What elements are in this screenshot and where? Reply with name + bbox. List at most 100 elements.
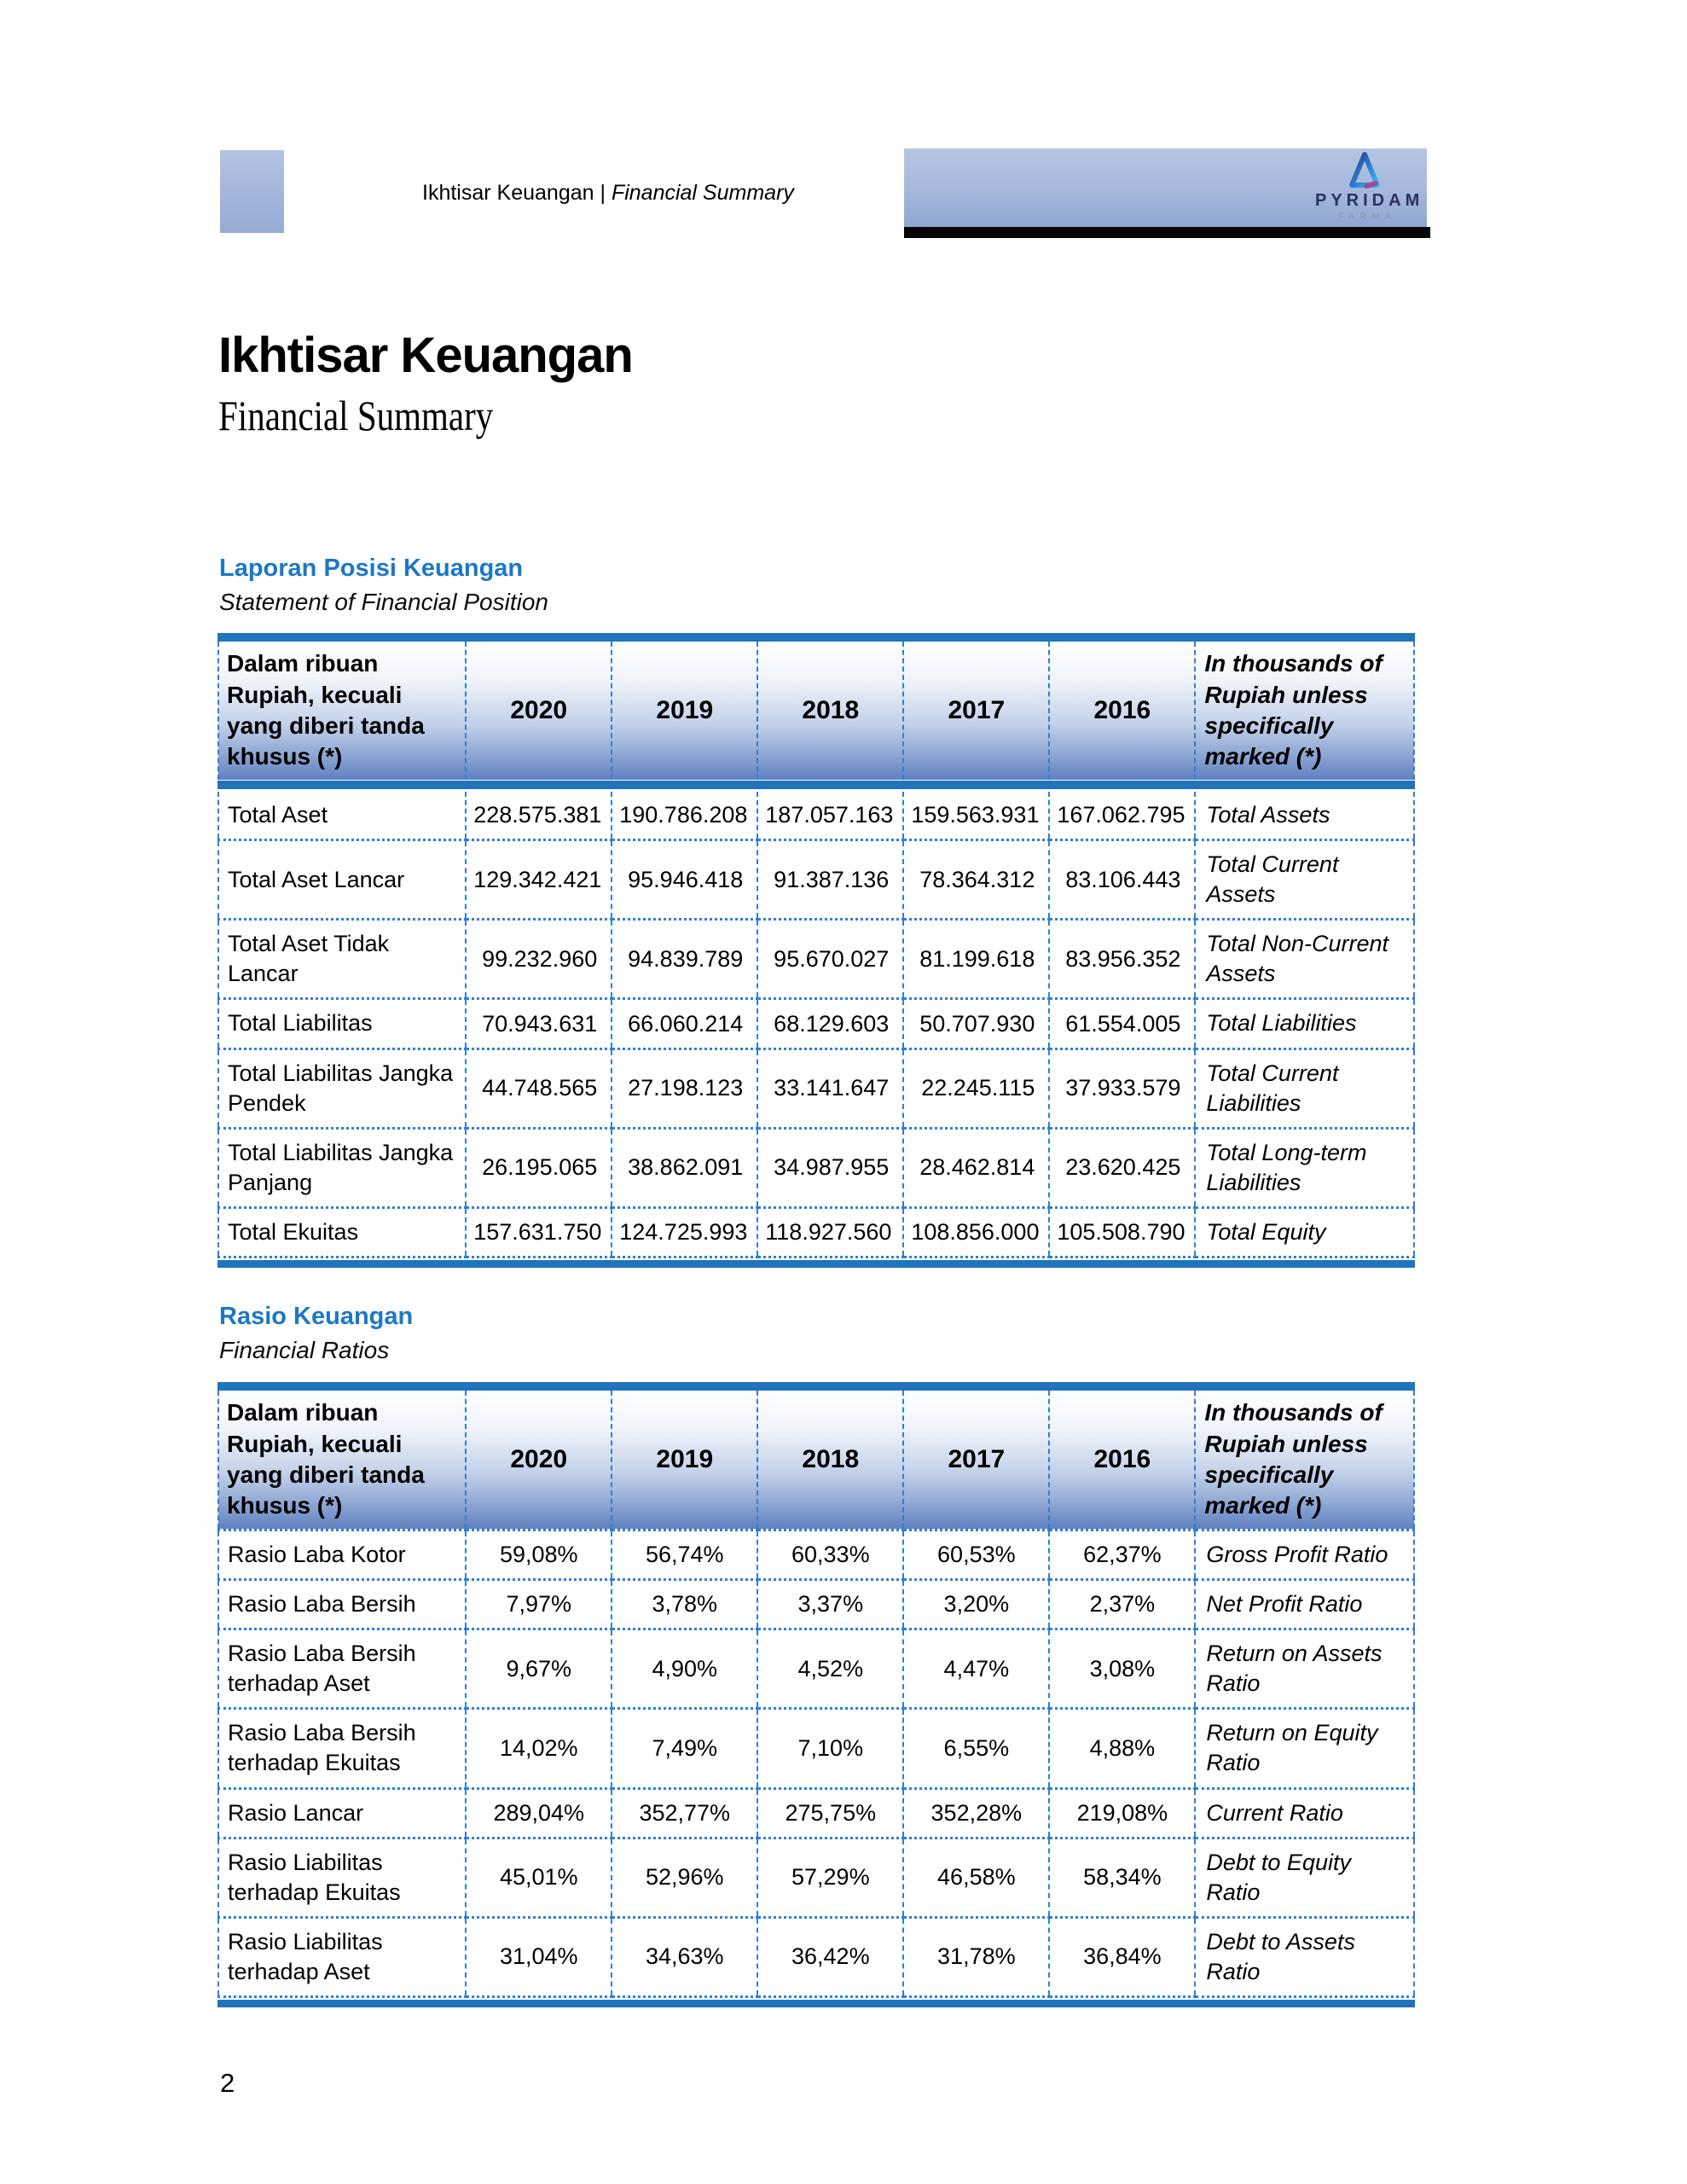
brand-banner: PYRIDAM FARMA — [904, 148, 1427, 227]
page-number: 2 — [220, 2068, 235, 2098]
row-label-en-cell: Total Equity — [1194, 1205, 1415, 1259]
value-cell: 61.554.005 — [1048, 997, 1196, 1049]
table-row: Total Liabilitas 70.943.631 66.060.214 6… — [217, 997, 1415, 1049]
value-cell: 50.707.930 — [902, 997, 1050, 1049]
table-row: Total Liabilitas Jangka Pendek 44.748.56… — [217, 1047, 1415, 1129]
value-cell: 108.856.000 — [902, 1205, 1050, 1259]
value-cell: 34,63% — [611, 1915, 758, 1999]
row-label-id-cell: Total Aset — [217, 792, 467, 840]
table-row: Rasio Laba Kotor 59,08% 56,74% 60,33% 60… — [217, 1528, 1415, 1580]
value-cell: 7,97% — [465, 1578, 612, 1629]
year-col-header: 2018 — [757, 1391, 904, 1529]
value-cell: 60,33% — [757, 1528, 904, 1580]
section-heading-id: Rasio Keuangan — [219, 1303, 414, 1330]
fin-ratios-table: Dalam ribuan Rupiah, kecuali yang diberi… — [217, 1382, 1415, 2008]
row-label-id-cell: Rasio Laba Kotor — [217, 1528, 467, 1580]
table-top-bar — [217, 633, 1415, 642]
table-row: Rasio Laba Bersih terhadap Aset 9,67% 4,… — [217, 1628, 1415, 1709]
logo-subbrand-text: FARMA — [1338, 212, 1396, 222]
row-label-en-cell: Gross Profit Ratio — [1194, 1528, 1415, 1580]
value-cell: 34.987.955 — [757, 1126, 904, 1208]
value-cell: 7,10% — [757, 1707, 904, 1789]
table-row: Rasio Laba Bersih 7,97% 3,78% 3,37% 3,20… — [217, 1578, 1415, 1629]
row-label-en-cell: Total Long-term Liabilities — [1194, 1126, 1415, 1208]
value-cell: 66.060.214 — [611, 997, 758, 1049]
logo-triangle-icon — [1349, 152, 1380, 189]
col-note-en-cell: In thousands of Rupiah unless specifical… — [1194, 1391, 1415, 1529]
value-cell: 2,37% — [1048, 1578, 1196, 1629]
value-cell: 105.508.790 — [1048, 1205, 1196, 1259]
value-cell: 129.342.421 — [465, 839, 612, 920]
value-cell: 57,29% — [757, 1836, 904, 1918]
col-note-id-cell: Dalam ribuan Rupiah, kecuali yang diberi… — [217, 642, 467, 780]
row-label-en-cell: Current Ratio — [1194, 1786, 1415, 1838]
value-cell: 33.141.647 — [757, 1047, 904, 1129]
col-note-id-cell: Dalam ribuan Rupiah, kecuali yang diberi… — [217, 1391, 467, 1529]
row-label-id-cell: Rasio Laba Bersih terhadap Ekuitas — [217, 1707, 467, 1789]
year-col-header: 2016 — [1048, 1391, 1196, 1529]
row-label-en-cell: Total Non-Current Assets — [1194, 918, 1415, 999]
table-header-row: Dalam ribuan Rupiah, kecuali yang diberi… — [217, 1391, 1415, 1529]
page-title-id: Ikhtisar Keuangan — [218, 328, 634, 383]
value-cell: 9,67% — [465, 1628, 612, 1709]
value-cell: 4,52% — [757, 1628, 904, 1709]
table-bottom-bar — [217, 2000, 1415, 2008]
col-note-en-cell: In thousands of Rupiah unless specifical… — [1194, 642, 1415, 780]
year-col-header: 2018 — [757, 642, 904, 780]
pyridam-logo: PYRIDAM FARMA — [1311, 151, 1419, 222]
table-bottom-bar — [217, 1260, 1415, 1269]
value-cell: 31,04% — [465, 1915, 612, 1999]
running-title-divider: | — [600, 181, 606, 205]
value-cell: 52,96% — [611, 1836, 758, 1918]
value-cell: 36,42% — [757, 1915, 904, 1999]
value-cell: 58,34% — [1048, 1836, 1196, 1918]
value-cell: 62,37% — [1048, 1528, 1196, 1580]
running-title-en: Financial Summary — [611, 181, 794, 205]
year-col-header: 2017 — [902, 642, 1050, 780]
row-label-en-cell: Total Current Liabilities — [1194, 1047, 1415, 1129]
table-row: Total Aset Lancar 129.342.421 95.946.418… — [217, 839, 1415, 920]
year-col-header: 2020 — [465, 642, 612, 780]
year-col-header: 2019 — [611, 1391, 758, 1529]
value-cell: 219,08% — [1048, 1786, 1196, 1838]
value-cell: 275,75% — [757, 1786, 904, 1838]
value-cell: 157.631.750 — [465, 1205, 612, 1259]
row-label-en-cell: Return on Assets Ratio — [1194, 1628, 1415, 1709]
running-header: Ikhtisar Keuangan | Financial Summary — [422, 181, 794, 206]
row-label-id-cell: Rasio Liabilitas terhadap Ekuitas — [217, 1836, 467, 1918]
value-cell: 352,28% — [902, 1786, 1050, 1838]
value-cell: 94.839.789 — [611, 918, 758, 999]
value-cell: 83.106.443 — [1048, 839, 1196, 920]
value-cell: 3,78% — [611, 1578, 758, 1629]
header-bottom-bar — [217, 781, 1415, 789]
value-cell: 4,47% — [902, 1628, 1050, 1709]
value-cell: 83.956.352 — [1048, 918, 1196, 999]
value-cell: 46,58% — [902, 1836, 1050, 1918]
row-label-en-cell: Debt to Assets Ratio — [1194, 1915, 1415, 1999]
table-row: Rasio Lancar 289,04% 352,77% 275,75% 352… — [217, 1786, 1415, 1838]
value-cell: 159.563.931 — [902, 792, 1050, 840]
value-cell: 81.199.618 — [902, 918, 1050, 999]
row-label-id-cell: Rasio Laba Bersih terhadap Aset — [217, 1628, 467, 1709]
table-row: Rasio Laba Bersih terhadap Ekuitas 14,02… — [217, 1707, 1415, 1789]
table-header-row: Dalam ribuan Rupiah, kecuali yang diberi… — [217, 642, 1415, 780]
value-cell: 27.198.123 — [611, 1047, 758, 1129]
table-top-bar — [217, 1382, 1415, 1391]
row-label-en-cell: Total Assets — [1194, 792, 1415, 840]
value-cell: 37.933.579 — [1048, 1047, 1196, 1129]
row-label-id-cell: Total Aset Tidak Lancar — [217, 918, 467, 999]
row-label-id-cell: Rasio Laba Bersih — [217, 1578, 467, 1629]
table-row: Total Aset 228.575.381 190.786.208 187.0… — [217, 792, 1415, 840]
value-cell: 3,37% — [757, 1578, 904, 1629]
table-row: Total Liabilitas Jangka Panjang 26.195.0… — [217, 1126, 1415, 1208]
value-cell: 60,53% — [902, 1528, 1050, 1580]
value-cell: 289,04% — [465, 1786, 612, 1838]
value-cell: 70.943.631 — [465, 997, 612, 1049]
section-heading-fin-position: Laporan Posisi Keuangan Statement of Fin… — [219, 555, 548, 616]
value-cell: 99.232.960 — [465, 918, 612, 999]
table-row: Rasio Liabilitas terhadap Aset 31,04% 34… — [217, 1915, 1415, 1999]
value-cell: 56,74% — [611, 1528, 758, 1580]
value-cell: 95.946.418 — [611, 839, 758, 920]
year-col-header: 2019 — [611, 642, 758, 780]
